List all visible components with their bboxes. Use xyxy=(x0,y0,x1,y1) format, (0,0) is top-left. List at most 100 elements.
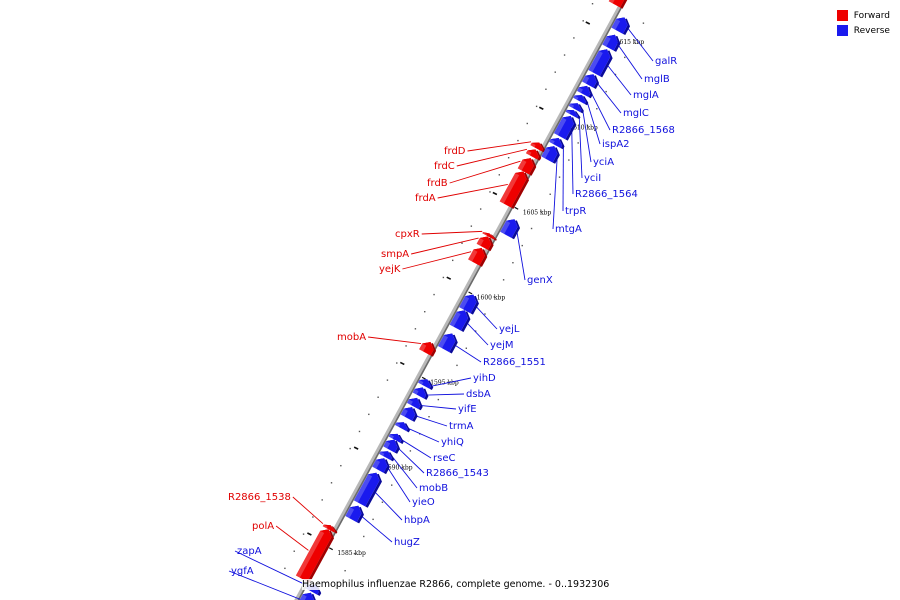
gene-hugZ-reverse[interactable] xyxy=(345,505,364,524)
gene-label-yhiQ: yhiQ xyxy=(441,437,464,448)
gene-yejL-reverse[interactable] xyxy=(459,294,479,315)
leader-line xyxy=(292,496,324,525)
leader-line xyxy=(437,183,508,199)
tick-dash xyxy=(446,276,452,280)
gene-yejK-forward[interactable] xyxy=(468,248,488,267)
gene-label-smpA: smpA xyxy=(381,249,409,260)
gene-frdB-forward[interactable] xyxy=(517,158,537,176)
gene-trpR-reverse[interactable] xyxy=(549,138,565,150)
leader-line xyxy=(402,251,472,270)
gene-yciA-reverse[interactable] xyxy=(568,103,584,114)
gene-label-mglB: mglB xyxy=(644,74,670,85)
spacer-dot xyxy=(414,328,417,330)
spacer-dot xyxy=(293,550,295,552)
gene-mobB-reverse[interactable] xyxy=(379,451,395,462)
genome-backbone xyxy=(297,0,627,600)
spacer-dot xyxy=(349,447,351,450)
gene-R2866_1564-reverse[interactable] xyxy=(553,115,577,141)
gene-label-R2866_1564: R2866_1564 xyxy=(575,189,638,200)
reverse-swatch xyxy=(836,25,848,36)
gene-smpA-forward[interactable] xyxy=(476,236,494,252)
spacer-dot xyxy=(521,244,523,247)
gene-label-mtgA: mtgA xyxy=(555,224,582,235)
gene-label-frdB: frdB xyxy=(427,178,448,189)
gene-yifE-reverse[interactable] xyxy=(406,397,423,411)
gene-R2866_1543-reverse[interactable] xyxy=(383,439,400,454)
legend-forward-label: Forward xyxy=(853,10,890,21)
tick-dash xyxy=(585,21,591,25)
gene-label-R2866_1538: R2866_1538 xyxy=(228,492,291,503)
gene-trmA-reverse[interactable] xyxy=(400,407,418,422)
spacer-dot xyxy=(437,398,440,401)
gene-yciI-reverse[interactable] xyxy=(565,109,581,120)
spacer-dot xyxy=(530,227,533,230)
gene-ygfA-reverse[interactable] xyxy=(296,592,316,600)
leader-line xyxy=(449,160,521,184)
gene-label-yihD: yihD xyxy=(473,373,496,384)
gene-yihD-reverse[interactable] xyxy=(418,379,434,390)
spacer-dot xyxy=(470,225,473,227)
spacer-dot xyxy=(526,122,528,125)
gene-unnamed-forward[interactable] xyxy=(608,0,630,9)
gene-frdC-forward[interactable] xyxy=(525,149,542,161)
gene-label-ispA2: ispA2 xyxy=(602,139,630,150)
spacer-dot xyxy=(344,569,346,572)
spacer-dot xyxy=(474,330,477,332)
gene-frdD-forward[interactable] xyxy=(530,142,546,153)
spacer-dot xyxy=(577,142,579,144)
spacer-dot xyxy=(330,482,333,484)
spacer-dot xyxy=(568,159,570,161)
gene-label-yifE: yifE xyxy=(458,404,477,415)
gene-mglC-reverse[interactable] xyxy=(582,74,600,89)
gene-label-polA: polA xyxy=(252,521,274,532)
gene-label-trmA: trmA xyxy=(449,421,474,432)
tick-dash xyxy=(492,191,498,196)
gene-mglB-reverse[interactable] xyxy=(602,34,621,52)
leader-line xyxy=(516,230,526,281)
gene-yejM-reverse[interactable] xyxy=(449,310,471,332)
leader-line xyxy=(456,148,528,167)
gene-R2866_1568-reverse[interactable] xyxy=(577,85,593,99)
gene-yieO-reverse[interactable] xyxy=(372,458,390,475)
leader-line xyxy=(466,322,489,346)
gene-label-yieO: yieO xyxy=(412,497,435,508)
gene-yhiQ-reverse[interactable] xyxy=(394,422,411,433)
leader-line xyxy=(361,515,393,543)
forward-swatch xyxy=(836,10,848,21)
gene-label-galR: galR xyxy=(655,56,677,67)
spacer-dot xyxy=(512,262,514,264)
spacer-dot xyxy=(573,37,575,39)
spacer-dot xyxy=(549,193,551,195)
gene-R2866_1551-reverse[interactable] xyxy=(437,333,458,354)
gene-hbpA-reverse[interactable] xyxy=(353,472,382,508)
gene-dsbA-reverse[interactable] xyxy=(412,387,429,400)
gene-ispA2-reverse[interactable] xyxy=(573,95,589,106)
gene-frdA-forward[interactable] xyxy=(499,171,529,209)
gene-polA-forward[interactable] xyxy=(295,529,335,583)
leader-line xyxy=(454,344,482,363)
gene-mtgA-reverse[interactable] xyxy=(541,146,560,164)
gene-galR-reverse[interactable] xyxy=(611,17,631,36)
spacer-dot xyxy=(442,276,445,279)
gene-mglA-reverse[interactable] xyxy=(588,49,613,78)
gene-cpxR-forward[interactable] xyxy=(482,232,497,241)
gene-label-yejL: yejL xyxy=(499,324,520,335)
tick-dash xyxy=(353,446,359,450)
spacer-dot xyxy=(452,259,454,262)
gene-genX-reverse[interactable] xyxy=(500,219,521,240)
spacer-dot xyxy=(558,176,561,178)
leader-line xyxy=(415,415,448,427)
gene-label-trpR: trpR xyxy=(565,206,586,217)
gene-mobA-forward[interactable] xyxy=(419,341,437,357)
spacer-dot xyxy=(312,516,314,518)
legend-reverse-label: Reverse xyxy=(853,25,890,36)
gene-R2866_1538-forward[interactable] xyxy=(322,524,338,534)
leader-line xyxy=(427,393,465,396)
tick-dash xyxy=(399,361,405,366)
gene-rseC-reverse[interactable] xyxy=(388,433,404,444)
gene-label-yejK: yejK xyxy=(379,264,401,275)
leader-line xyxy=(397,447,425,474)
gene-label-cpxR: cpxR xyxy=(395,229,420,240)
tick-label: 1615 kbp xyxy=(616,39,645,46)
